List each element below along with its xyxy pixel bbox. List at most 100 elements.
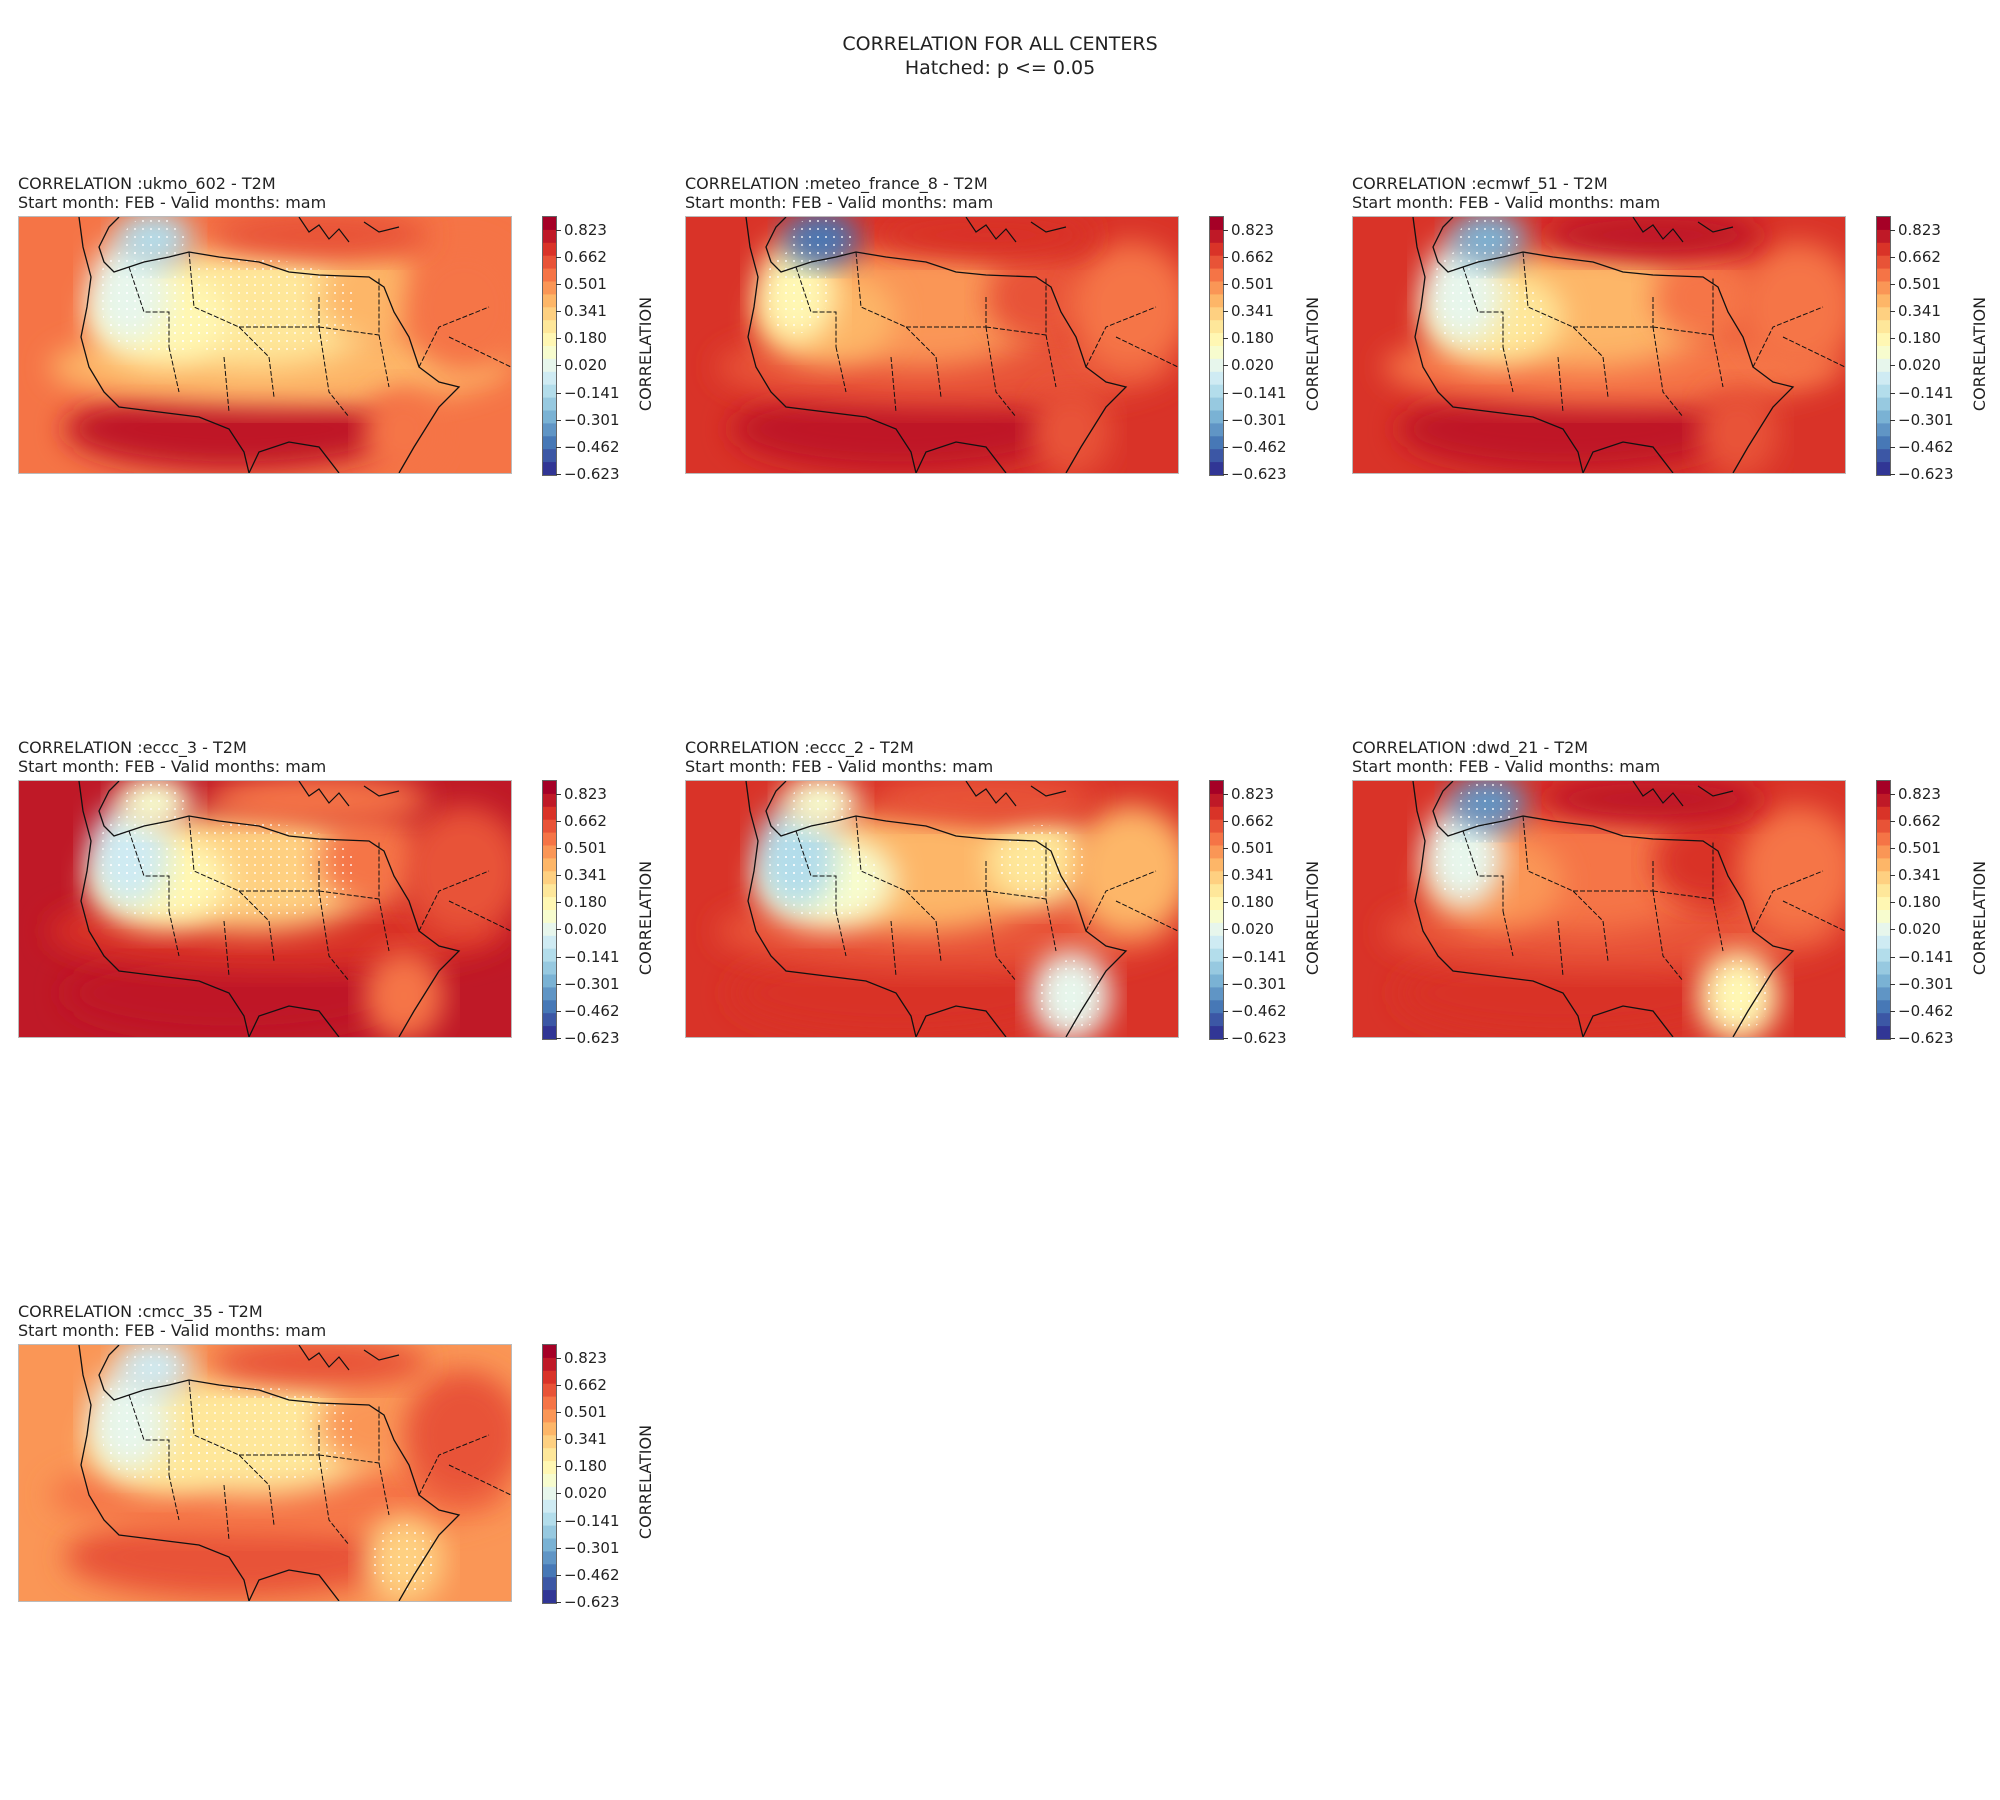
colorbar-tick-label: 0.823 [556, 786, 607, 802]
colorbar-segment [1877, 410, 1890, 424]
correlation-field [686, 217, 1178, 473]
colorbar-segment [1877, 449, 1890, 463]
panel-title-line1: CORRELATION :ukmo_602 - T2M [18, 174, 276, 193]
panel-title: CORRELATION :eccc_2 - T2M Start month: FE… [685, 738, 993, 776]
colorbar-segment [543, 1000, 556, 1014]
colorbar-segment [543, 462, 556, 475]
colorbar-segment [1210, 935, 1223, 950]
colorbar-segment [543, 307, 556, 321]
correlation-map [18, 216, 512, 474]
panel-title-line1: CORRELATION :ecmwf_51 - T2M [1352, 174, 1608, 193]
colorbar-tick-label: 0.180 [556, 894, 607, 910]
panel-title-line2: Start month: FEB - Valid months: mam [685, 757, 994, 776]
colorbar-segment [543, 333, 556, 347]
colorbar-tick-label: −0.301 [1223, 976, 1287, 992]
colorbar-segment [1210, 897, 1223, 911]
panel-title: CORRELATION :ukmo_602 - T2M Start month: … [18, 174, 326, 212]
colorbar-segment [1877, 806, 1890, 821]
colorbar-segment [543, 1370, 556, 1385]
region-cell [1071, 242, 1178, 372]
colorbar-segment [1210, 268, 1223, 282]
colorbar-segment [1877, 384, 1890, 399]
panel-title-line1: CORRELATION :eccc_3 - T2M [18, 738, 247, 757]
region-cell [731, 387, 1071, 471]
colorbar-tick-label: −0.623 [1890, 1030, 1954, 1046]
region-cell [364, 951, 444, 1037]
colorbar-segment [1210, 793, 1223, 808]
map-canvas [19, 1345, 511, 1601]
colorbar-segment [1877, 229, 1890, 244]
colorbar-segment [1210, 974, 1223, 988]
colorbar-segment [1210, 307, 1223, 321]
colorbar-segment [543, 449, 556, 463]
panel-title-line1: CORRELATION :meteo_france_8 - T2M [685, 174, 988, 193]
colorbar-tick-label: 0.662 [556, 813, 607, 829]
hatch-area [97, 1378, 161, 1462]
colorbar-segment [543, 423, 556, 437]
colorbar-segment [1877, 255, 1890, 270]
colorbar-segment [543, 871, 556, 885]
colorbar-segment [1877, 307, 1890, 321]
colorbar-tick-label: 0.662 [1890, 813, 1941, 829]
colorbar-segment [1210, 255, 1223, 270]
colorbar-segment [543, 217, 556, 231]
colorbar-tick-label: −0.141 [1890, 949, 1954, 965]
colorbar-segment [543, 268, 556, 282]
country-borders [1462, 251, 1845, 418]
colorbar-segment [1877, 884, 1890, 898]
colorbar-tick-label: −0.462 [1223, 439, 1287, 455]
map-panel: CORRELATION :ukmo_602 - T2M Start month: … [18, 174, 658, 554]
panel-title: CORRELATION :dwd_21 - T2M Start month: FE… [1352, 738, 1660, 776]
colorbar-segment [1210, 242, 1223, 257]
colorbar-segment [1877, 436, 1890, 450]
colorbar-tick-label: 0.020 [556, 921, 607, 937]
colorbar-segment [543, 1383, 556, 1398]
region-cell [404, 806, 511, 936]
correlation-map [685, 780, 1179, 1038]
hatch-area [97, 250, 161, 334]
colorbar-tick-label: 0.341 [1890, 867, 1941, 883]
colorbar-segment [1210, 781, 1223, 795]
hatch-area [1457, 781, 1519, 826]
colorbar-ticks: 0.823 0.662 0.501 0.341 0.180 0.020 −0.141 −0.3… [1890, 780, 1970, 1046]
region-cell [64, 1515, 404, 1599]
region-cell [64, 387, 404, 471]
panel-title-line2: Start month: FEB - Valid months: mam [18, 757, 327, 776]
map-panel: CORRELATION :cmcc_35 - T2M Start month: F… [18, 1302, 658, 1682]
colorbar-segment [1210, 423, 1223, 437]
colorbar-segment [543, 948, 556, 963]
map-panel: CORRELATION :meteo_france_8 - T2M Start m… [685, 174, 1325, 554]
colorbar-segment [1210, 436, 1223, 450]
significance-hatching [1431, 781, 1770, 1032]
colorbar-tick-label: 0.180 [1890, 894, 1941, 910]
country-borders [1462, 815, 1845, 982]
colorbar-segment [1877, 897, 1890, 911]
colorbar-segment [1210, 1013, 1223, 1027]
coastline [78, 781, 461, 1037]
colorbar-tick-label: 0.180 [556, 330, 607, 346]
colorbar-segment [1877, 1026, 1890, 1039]
colorbar-segment [543, 1538, 556, 1552]
colorbar-ticks: 0.823 0.662 0.501 0.341 0.180 0.020 −0.141 −0.3… [1890, 216, 1970, 482]
colorbar-segment [1877, 397, 1890, 411]
colorbar-canvas [1877, 217, 1890, 475]
hatch-area [1431, 814, 1495, 898]
colorbar-tick-label: 0.180 [1223, 330, 1274, 346]
hatch-area [790, 217, 852, 262]
colorbar-tick-label: 0.823 [1890, 786, 1941, 802]
panel-title-line2: Start month: FEB - Valid months: mam [685, 193, 994, 212]
colorbar-tick-label: −0.623 [556, 1030, 620, 1046]
colorbar-segment [1210, 845, 1223, 859]
colorbar-segment [543, 793, 556, 808]
colorbar-segment [543, 410, 556, 424]
region-cell [1738, 806, 1845, 936]
colorbar-tick-label: −0.141 [1223, 949, 1287, 965]
map-panel: CORRELATION :eccc_3 - T2M Start month: FE… [18, 738, 658, 1118]
region-cell [1031, 387, 1111, 473]
colorbar-label: CORRELATION [1303, 296, 1322, 412]
region-cell [1653, 816, 1763, 906]
colorbar-segment [543, 1486, 556, 1501]
correlation-map [1352, 780, 1846, 1038]
colorbar-segment [543, 1512, 556, 1527]
colorbar-segment [543, 1564, 556, 1578]
